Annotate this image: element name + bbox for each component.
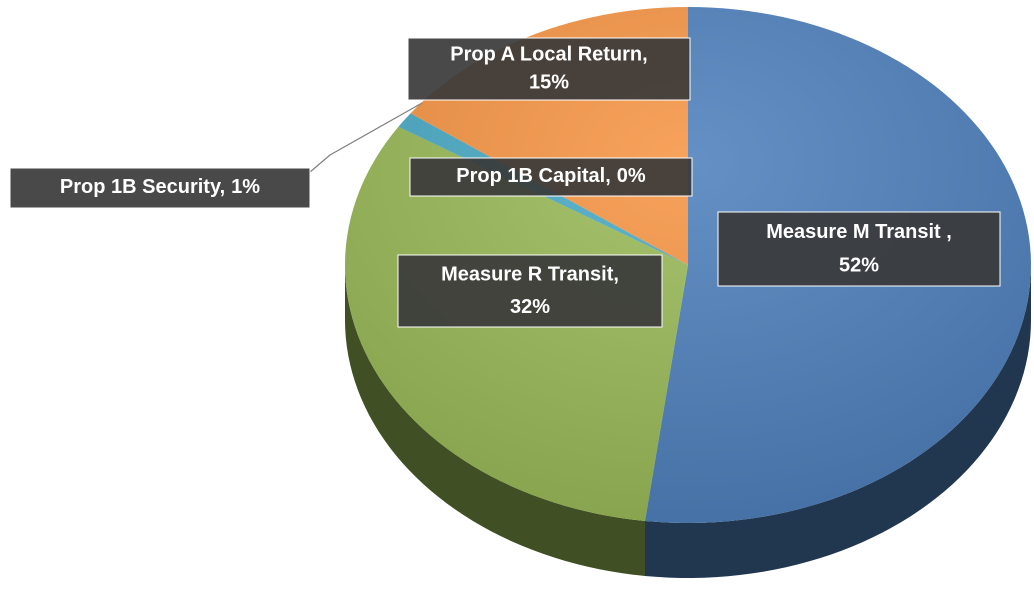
label-category: Prop A Local Return,	[450, 44, 647, 66]
data-label: Prop 1B Capital, 0%	[456, 165, 646, 187]
label-box	[409, 157, 693, 197]
label-category: Prop 1B Capital,	[456, 165, 610, 187]
data-labels: Measure M Transit , 52% Measure R Transit,…	[9, 37, 1001, 328]
label-box	[717, 211, 1001, 287]
label-category: Measure R Transit,	[441, 263, 619, 285]
label-box	[397, 254, 663, 328]
label-category: Measure M Transit ,	[766, 221, 952, 243]
label-box	[9, 167, 311, 209]
slice-side	[645, 265, 1031, 578]
leader-line	[309, 102, 423, 173]
data-label: Prop 1B Security, 1%	[60, 176, 260, 198]
label-value: 15%	[529, 72, 569, 94]
label-category: Prop 1B Security,	[60, 176, 225, 198]
slice-side	[345, 265, 646, 576]
label-value: 0%	[617, 165, 646, 187]
label-value: 32%	[510, 296, 550, 318]
label-value: 52%	[839, 254, 879, 276]
label-box	[407, 37, 691, 101]
pie-shading	[345, 7, 1031, 523]
label-value: 1%	[231, 176, 260, 198]
